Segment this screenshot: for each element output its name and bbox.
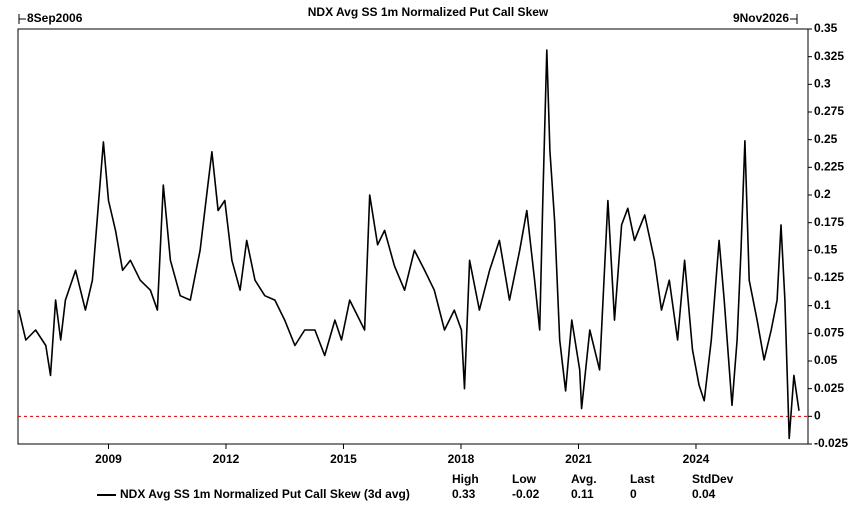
x-tick-label: 2021 — [565, 452, 592, 466]
plot-frame — [17, 28, 809, 445]
y-tick-label: 0.175 — [814, 215, 844, 229]
stat-label: Low — [512, 472, 537, 486]
stat-value: 0.04 — [692, 487, 716, 501]
y-tick-label: -0.025 — [814, 436, 848, 450]
chart-title: NDX Avg SS 1m Normalized Put Call Skew — [308, 5, 549, 19]
stat-label: High — [452, 472, 479, 486]
start-label: 8Sep2006 — [27, 11, 83, 25]
y-tick-label: 0.125 — [814, 270, 844, 284]
y-tick-label: 0.025 — [814, 381, 844, 395]
y-tick-label: 0.325 — [814, 49, 844, 63]
y-tick-label: 0.3 — [814, 77, 831, 91]
x-tick-label: 2024 — [683, 452, 710, 466]
x-tick-label: 2012 — [213, 452, 240, 466]
stat-label: Avg. — [571, 472, 597, 486]
y-tick-label: 0.075 — [814, 326, 844, 340]
y-tick-label: 0.2 — [814, 187, 831, 201]
y-tick-label: 0.275 — [814, 104, 844, 118]
y-tick-label: 0.1 — [814, 298, 831, 312]
y-tick-label: 0.05 — [814, 353, 838, 367]
legend-label: NDX Avg SS 1m Normalized Put Call Skew (… — [120, 487, 410, 501]
series-line — [18, 49, 800, 440]
end-label: 9Nov2026 — [733, 11, 789, 25]
stat-label: StdDev — [692, 472, 734, 486]
stat-value: 0.11 — [571, 487, 594, 501]
y-tick-label: 0.225 — [814, 160, 844, 174]
x-tick-label: 2009 — [95, 452, 122, 466]
y-tick-label: 0.25 — [814, 132, 838, 146]
stat-value: 0 — [630, 487, 637, 501]
stat-value: 0.33 — [452, 487, 476, 501]
y-tick-label: 0.15 — [814, 243, 838, 257]
x-tick-label: 2015 — [330, 452, 357, 466]
stat-value: -0.02 — [512, 487, 540, 501]
x-tick-label: 2018 — [448, 452, 475, 466]
y-tick-label: 0 — [814, 409, 821, 423]
stat-label: Last — [630, 472, 655, 486]
y-tick-label: 0.35 — [814, 21, 838, 35]
